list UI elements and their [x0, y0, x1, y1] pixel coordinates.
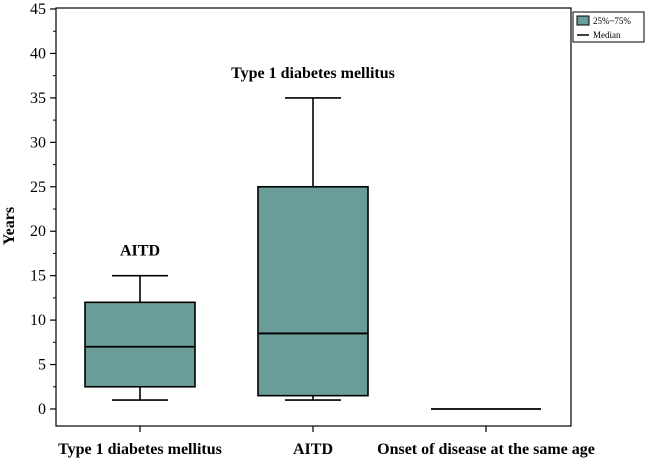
y-axis-label: Years	[1, 207, 18, 245]
y-tick-label: 0	[38, 401, 46, 418]
y-tick-label: 45	[30, 1, 46, 18]
marks-layer	[84, 97, 541, 410]
y-tick-label: 20	[30, 223, 46, 240]
y-tick-label: 5	[38, 357, 46, 374]
x-category-label: Type 1 diabetes mellitus	[58, 441, 222, 458]
labels-layer: 0 5 10 15 20 25 30 35 40 45 Type 1 diabetes mellit…	[30, 1, 595, 458]
y-tick-label: 35	[30, 90, 46, 107]
legend-label-iqr: 25%~75%	[593, 16, 631, 26]
axes-layer	[50, 7, 572, 432]
x-category-label: Onset of disease at the same age	[377, 441, 595, 458]
x-category-label: AITD	[293, 441, 333, 458]
box-iqr	[257, 185, 369, 397]
legend-box-swatch	[576, 15, 590, 26]
legend-label-median: Median	[593, 30, 621, 40]
box-annotation: AITD	[120, 243, 160, 260]
box-iqr	[84, 301, 196, 388]
y-tick-label: 10	[30, 312, 46, 329]
y-tick-label: 40	[30, 45, 46, 62]
legend: 25%~75% Median	[572, 11, 645, 43]
y-tick-label: 30	[30, 134, 46, 151]
y-tick-label: 15	[30, 268, 46, 285]
y-tick-label: 25	[30, 179, 46, 196]
box-annotation: Type 1 diabetes mellitus	[231, 65, 395, 82]
